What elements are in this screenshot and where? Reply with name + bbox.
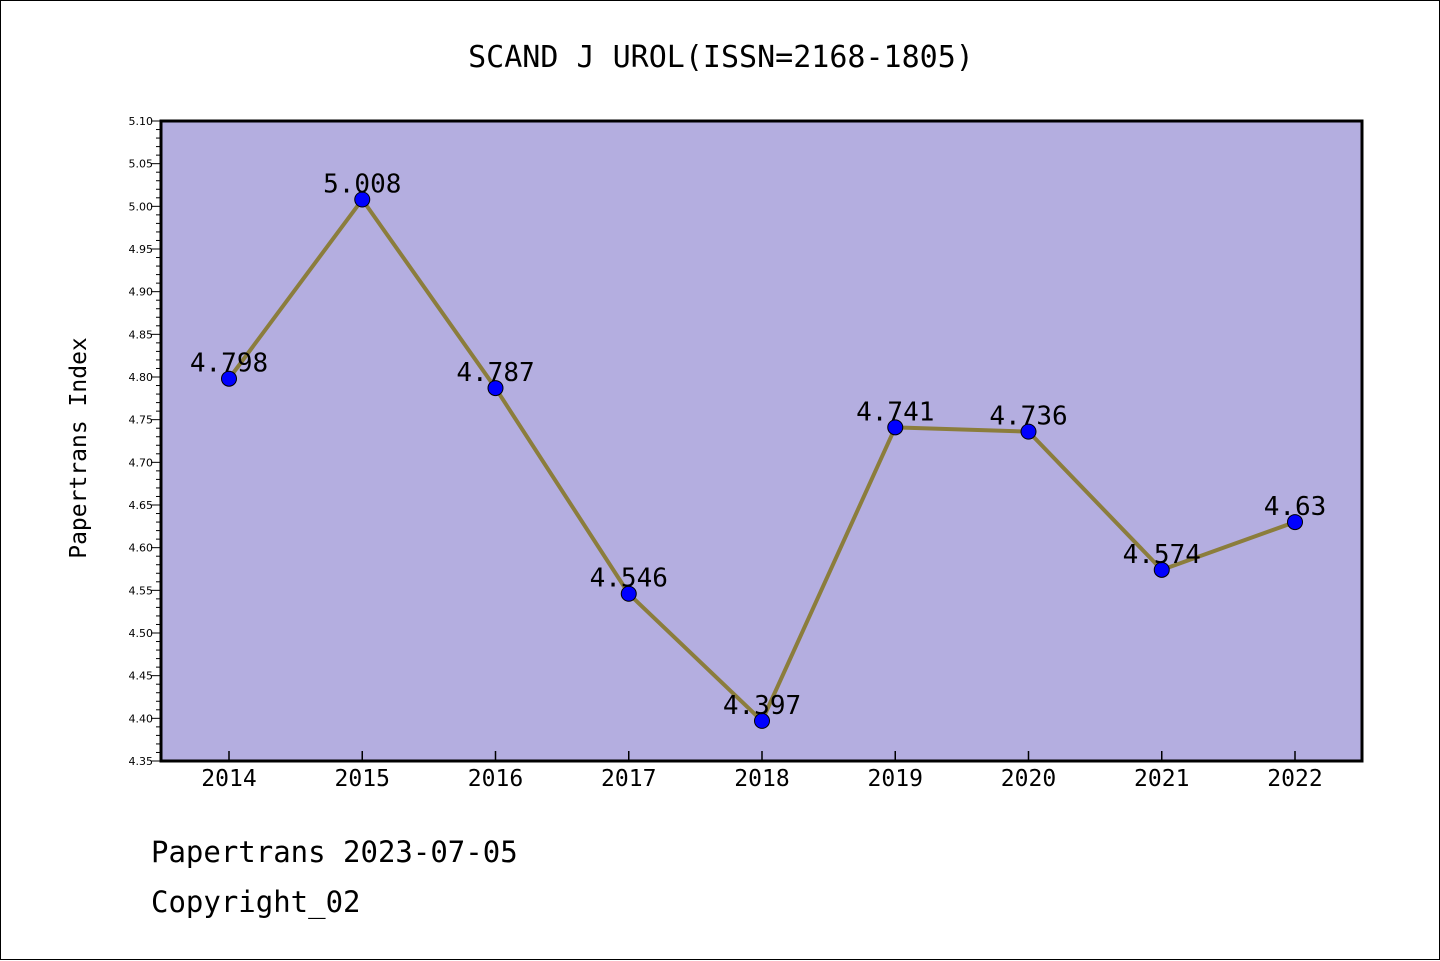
data-label: 4.546 (590, 564, 668, 594)
data-label: 4.798 (190, 349, 268, 379)
y-tick-label: 4.95 (129, 243, 154, 256)
y-tick-label: 4.80 (129, 371, 154, 384)
data-point (620, 585, 637, 602)
data-label: 5.008 (323, 170, 401, 200)
y-tick-label: 4.65 (129, 499, 154, 512)
y-tick-label: 4.70 (129, 456, 154, 469)
x-tick-label: 2022 (1267, 766, 1322, 792)
y-tick-label: 4.40 (129, 712, 154, 725)
y-tick-label: 4.55 (129, 584, 154, 597)
data-label: 4.787 (456, 358, 534, 388)
data-point (1153, 561, 1170, 578)
data-label: 4.63 (1264, 492, 1327, 522)
y-tick-label: 4.45 (129, 670, 154, 683)
y-tick-label: 5.00 (129, 200, 154, 213)
data-point (221, 370, 237, 387)
data-label: 4.397 (723, 691, 801, 721)
x-tick-label: 2019 (868, 766, 923, 792)
x-tick-label: 2015 (335, 766, 390, 792)
x-tick-label: 2021 (1134, 766, 1189, 792)
data-point (1020, 423, 1037, 440)
data-point (754, 712, 770, 729)
footer-date: Papertrans 2023-07-05 (151, 835, 518, 869)
y-tick-label: 4.50 (129, 627, 154, 640)
x-tick-label: 2018 (734, 766, 789, 792)
data-label: 4.736 (989, 402, 1067, 432)
plot-border (159, 119, 1364, 763)
x-axis: 2014 2015 2016 2017 2018 2019 2020 2021 2022 (201, 751, 1323, 792)
x-tick-label: 2014 (201, 766, 256, 792)
y-tick-label: 4.60 (129, 542, 154, 555)
chart-title: SCAND J UROL(ISSN=2168-1805) (468, 40, 974, 75)
x-tick-label: 2017 (601, 766, 656, 792)
data-point (354, 191, 371, 208)
data-point (887, 419, 904, 436)
data-label: 4.741 (856, 397, 934, 427)
y-tick-label: 4.75 (129, 414, 154, 427)
y-axis: 4.35 4.40 4.45 4.50 4.55 4.60 4.65 4.70 4.75 4.80… (129, 115, 161, 768)
footer-copyright: Copyright_02 (151, 885, 361, 919)
y-tick-label: 5.05 (129, 158, 154, 171)
data-point (1287, 514, 1303, 531)
data-point (487, 380, 504, 397)
y-tick-label: 4.85 (129, 328, 154, 341)
data-label: 4.574 (1123, 540, 1201, 570)
y-tick-label: 4.90 (129, 286, 154, 299)
y-axis-title: Papertrans Index (66, 337, 92, 559)
data-labels: 4.798 5.008 4.787 4.546 4.397 4.741 4.736 4.574… (190, 170, 1326, 721)
x-tick-label: 2020 (1001, 766, 1056, 792)
plot-area (161, 121, 1362, 761)
y-tick-label: 5.10 (129, 115, 154, 128)
x-tick-label: 2016 (468, 766, 523, 792)
y-tick-label: 4.35 (129, 755, 154, 768)
series (221, 191, 1303, 729)
